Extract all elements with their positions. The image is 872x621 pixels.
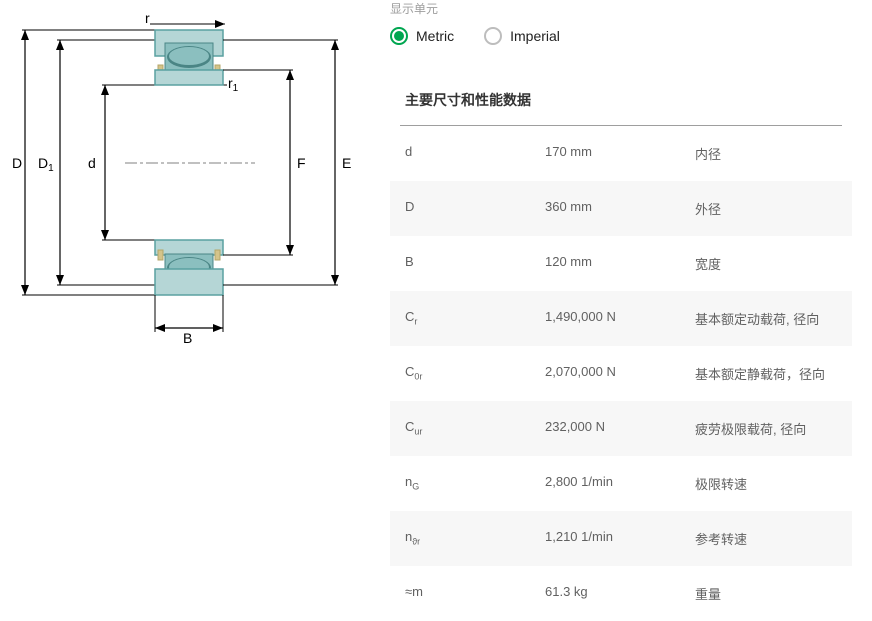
section-title: 主要尺寸和性能数据 bbox=[390, 75, 852, 125]
value-cell: 2,070,000 N bbox=[545, 364, 695, 383]
desc-cell: 参考转速 bbox=[695, 529, 837, 548]
value-cell: 360 mm bbox=[545, 199, 695, 218]
data-row: nϑr1,210 1/min参考转速 bbox=[390, 511, 852, 566]
label-r: r bbox=[145, 10, 150, 26]
data-row: Cur232,000 N疲劳极限载荷, 径向 bbox=[390, 401, 852, 456]
label-d: d bbox=[88, 155, 96, 171]
desc-cell: 重量 bbox=[695, 584, 837, 603]
symbol-cell: nϑr bbox=[405, 529, 545, 548]
data-row: nG2,800 1/min极限转速 bbox=[390, 456, 852, 511]
diagram-panel: D D1 d r r1 bbox=[0, 0, 370, 618]
symbol-cell: ≈m bbox=[405, 584, 545, 603]
data-row: B120 mm宽度 bbox=[390, 236, 852, 291]
desc-cell: 极限转速 bbox=[695, 474, 837, 493]
data-row: D360 mm外径 bbox=[390, 181, 852, 236]
unit-radio-group: Metric Imperial bbox=[390, 27, 852, 45]
symbol-cell: Cur bbox=[405, 419, 545, 438]
desc-cell: 外径 bbox=[695, 199, 837, 218]
radio-label: Imperial bbox=[510, 28, 560, 44]
data-row: ≈m61.3 kg重量 bbox=[390, 566, 852, 621]
data-row: Cr1,490,000 N基本额定动载荷, 径向 bbox=[390, 291, 852, 346]
label-E: E bbox=[342, 155, 351, 171]
data-panel: 显示单元 Metric Imperial 主要尺寸和性能数据 d170 mm内径… bbox=[370, 0, 872, 618]
value-cell: 2,800 1/min bbox=[545, 474, 695, 493]
desc-cell: 内径 bbox=[695, 144, 837, 163]
units-label: 显示单元 bbox=[390, 0, 852, 17]
value-cell: 120 mm bbox=[545, 254, 695, 273]
label-D1: D1 bbox=[38, 155, 54, 174]
value-cell: 232,000 N bbox=[545, 419, 695, 438]
symbol-cell: d bbox=[405, 144, 545, 163]
radio-label: Metric bbox=[416, 28, 454, 44]
radio-icon bbox=[390, 27, 408, 45]
data-row: C0r2,070,000 N基本额定静载荷，径向 bbox=[390, 346, 852, 401]
symbol-cell: Cr bbox=[405, 309, 545, 328]
value-cell: 170 mm bbox=[545, 144, 695, 163]
bearing-diagram: D D1 d r r1 bbox=[10, 10, 360, 340]
label-r1: r1 bbox=[228, 75, 239, 94]
data-table: d170 mm内径D360 mm外径B120 mm宽度Cr1,490,000 N… bbox=[390, 126, 852, 621]
value-cell: 1,210 1/min bbox=[545, 529, 695, 548]
data-row: d170 mm内径 bbox=[390, 126, 852, 181]
desc-cell: 宽度 bbox=[695, 254, 837, 273]
symbol-cell: B bbox=[405, 254, 545, 273]
radio-icon bbox=[484, 27, 502, 45]
radio-imperial[interactable]: Imperial bbox=[484, 27, 560, 45]
value-cell: 1,490,000 N bbox=[545, 309, 695, 328]
desc-cell: 基本额定动载荷, 径向 bbox=[695, 309, 837, 328]
label-F: F bbox=[297, 155, 306, 171]
value-cell: 61.3 kg bbox=[545, 584, 695, 603]
desc-cell: 疲劳极限载荷, 径向 bbox=[695, 419, 837, 438]
label-D: D bbox=[12, 155, 22, 171]
symbol-cell: C0r bbox=[405, 364, 545, 383]
symbol-cell: D bbox=[405, 199, 545, 218]
symbol-cell: nG bbox=[405, 474, 545, 493]
radio-metric[interactable]: Metric bbox=[390, 27, 454, 45]
desc-cell: 基本额定静载荷，径向 bbox=[695, 364, 837, 383]
label-B: B bbox=[183, 330, 192, 345]
